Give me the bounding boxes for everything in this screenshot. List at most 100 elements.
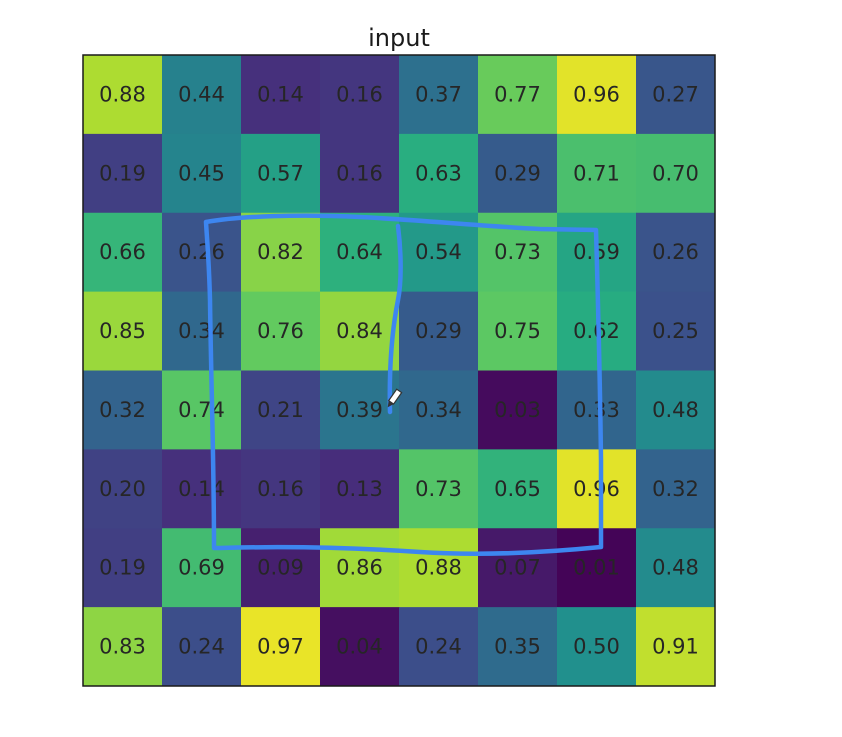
- cell-label-r6-c2: 0.14: [178, 477, 225, 501]
- heatmap-cell-r2-c5: [399, 133, 479, 214]
- cell-label-r7-c7: 0.01: [573, 556, 620, 580]
- pen-cursor-icon: [387, 388, 403, 408]
- cell-label-r6-c5: 0.73: [415, 477, 462, 501]
- cell-label-r5-c6: 0.03: [494, 398, 541, 422]
- cell-label-r7-c2: 0.69: [178, 556, 225, 580]
- cell-label-r8-c2: 0.24: [178, 635, 225, 659]
- cell-label-r1-c4: 0.16: [336, 82, 383, 106]
- chart-title: input: [368, 24, 430, 52]
- heatmap-cell-r6-c4: [320, 449, 400, 529]
- heatmap-cell-r3-c2: [162, 212, 242, 293]
- cell-label-r5-c1: 0.32: [99, 398, 146, 422]
- heatmap-cell-r5-c6: [478, 370, 558, 450]
- heatmap-cell-r8-c4: [320, 607, 400, 687]
- cell-label-r3-c6: 0.73: [494, 240, 541, 264]
- heatmap-cell-r1-c5: [399, 55, 479, 135]
- cell-label-r7-c4: 0.86: [336, 556, 383, 580]
- heatmap-cell-r4-c8: [636, 291, 716, 371]
- heatmap-cell-r7-c5: [399, 528, 479, 608]
- cell-label-r6-c6: 0.65: [494, 477, 541, 501]
- cell-label-r3-c3: 0.82: [257, 240, 304, 264]
- heatmap-cell-r2-c4: [320, 133, 400, 214]
- cell-label-r1-c8: 0.27: [652, 82, 699, 106]
- cell-label-r7-c5: 0.88: [415, 556, 462, 580]
- heatmap-cell-labels: 0.88 0.44 0.14 0.16 0.37 0.77 0.96 0.27 0.19 0.45…: [99, 82, 699, 658]
- heatmap-cell-r6-c3: [241, 449, 321, 529]
- cell-label-r8-c7: 0.50: [573, 635, 620, 659]
- cell-label-r2-c7: 0.71: [573, 161, 620, 185]
- heatmap-cell-r1-c2: [162, 55, 242, 135]
- heatmap-cell-r5-c7: [557, 370, 637, 450]
- cell-label-r6-c8: 0.32: [652, 477, 699, 501]
- heatmap-cell-r2-c1: [83, 133, 163, 214]
- heatmap-cell-r4-c3: [241, 291, 321, 371]
- heatmap-cell-r6-c7: [557, 449, 637, 529]
- cell-label-r3-c2: 0.26: [178, 240, 225, 264]
- cell-label-r8-c5: 0.24: [415, 635, 462, 659]
- cell-label-r3-c8: 0.26: [652, 240, 699, 264]
- cell-label-r6-c4: 0.13: [336, 477, 383, 501]
- heatmap-cell-r1-c6: [478, 55, 558, 135]
- heatmap-cell-r3-c4: [320, 212, 400, 293]
- heatmap-cell-r2-c6: [478, 133, 558, 214]
- heatmap-cell-r8-c5: [399, 607, 479, 687]
- cell-label-r8-c8: 0.91: [652, 635, 699, 659]
- heatmap-cell-r5-c8: [636, 370, 716, 450]
- heatmap-cell-r3-c1: [83, 212, 163, 293]
- heatmap-cell-r2-c7: [557, 133, 637, 214]
- heatmap-cell-r7-c6: [478, 528, 558, 608]
- annotation-vertical-stroke: [387, 223, 403, 415]
- cell-label-r5-c3: 0.21: [257, 398, 304, 422]
- heatmap-cell-r5-c5: [399, 370, 479, 450]
- heatmap-cell-r5-c1: [83, 370, 163, 450]
- heatmap-cell-r8-c1: [83, 607, 163, 687]
- cell-label-r2-c6: 0.29: [494, 161, 541, 185]
- heatmap-cells: [83, 55, 716, 687]
- cell-label-r4-c2: 0.34: [178, 319, 225, 343]
- heatmap-cell-r1-c7: [557, 55, 637, 135]
- cell-label-r1-c1: 0.88: [99, 82, 146, 106]
- heatmap-cell-r6-c2: [162, 449, 242, 529]
- cell-label-r1-c3: 0.14: [257, 82, 304, 106]
- cell-label-r3-c4: 0.64: [336, 240, 383, 264]
- heatmap-cell-r4-c6: [478, 291, 558, 371]
- heatmap-cell-r6-c1: [83, 449, 163, 529]
- heatmap-cell-r4-c5: [399, 291, 479, 371]
- cell-label-r2-c8: 0.70: [652, 161, 699, 185]
- heatmap-cell-r7-c2: [162, 528, 242, 608]
- heatmap-cell-r1-c3: [241, 55, 321, 135]
- cell-label-r3-c5: 0.54: [415, 240, 462, 264]
- cell-label-r4-c4: 0.84: [336, 319, 383, 343]
- heatmap-cell-r5-c2: [162, 370, 242, 450]
- cell-label-r2-c2: 0.45: [178, 161, 225, 185]
- cell-label-r6-c1: 0.20: [99, 477, 146, 501]
- heatmap-cell-r6-c6: [478, 449, 558, 529]
- pen-annotation: [203, 213, 604, 557]
- plot-frame: [82, 54, 716, 687]
- cell-label-r2-c4: 0.16: [336, 161, 383, 185]
- cell-label-r8-c1: 0.83: [99, 635, 146, 659]
- cell-label-r3-c1: 0.66: [99, 240, 146, 264]
- cell-label-r5-c2: 0.74: [178, 398, 225, 422]
- heatmap-cell-r6-c5: [399, 449, 479, 529]
- heatmap-cell-r8-c2: [162, 607, 242, 687]
- heatmap-cell-r3-c3: [241, 212, 321, 293]
- heatmap-cell-r2-c8: [636, 133, 716, 214]
- cell-label-r4-c8: 0.25: [652, 319, 699, 343]
- heatmap-cell-r4-c1: [83, 291, 163, 371]
- cell-label-r8-c6: 0.35: [494, 635, 541, 659]
- cell-label-r7-c3: 0.09: [257, 556, 304, 580]
- cell-label-r4-c6: 0.75: [494, 319, 541, 343]
- heatmap-cell-r3-c8: [636, 212, 716, 293]
- heatmap-cell-r7-c3: [241, 528, 321, 608]
- cell-label-r7-c6: 0.07: [494, 556, 541, 580]
- heatmap-cell-r8-c6: [478, 607, 558, 687]
- cell-label-r4-c5: 0.29: [415, 319, 462, 343]
- heatmap-cell-r1-c1: [83, 55, 163, 135]
- cell-label-r1-c6: 0.77: [494, 82, 541, 106]
- cell-label-r5-c4: 0.39: [336, 398, 383, 422]
- cell-label-r1-c7: 0.96: [573, 82, 620, 106]
- heatmap-cell-r7-c8: [636, 528, 716, 608]
- cell-label-r2-c5: 0.63: [415, 161, 462, 185]
